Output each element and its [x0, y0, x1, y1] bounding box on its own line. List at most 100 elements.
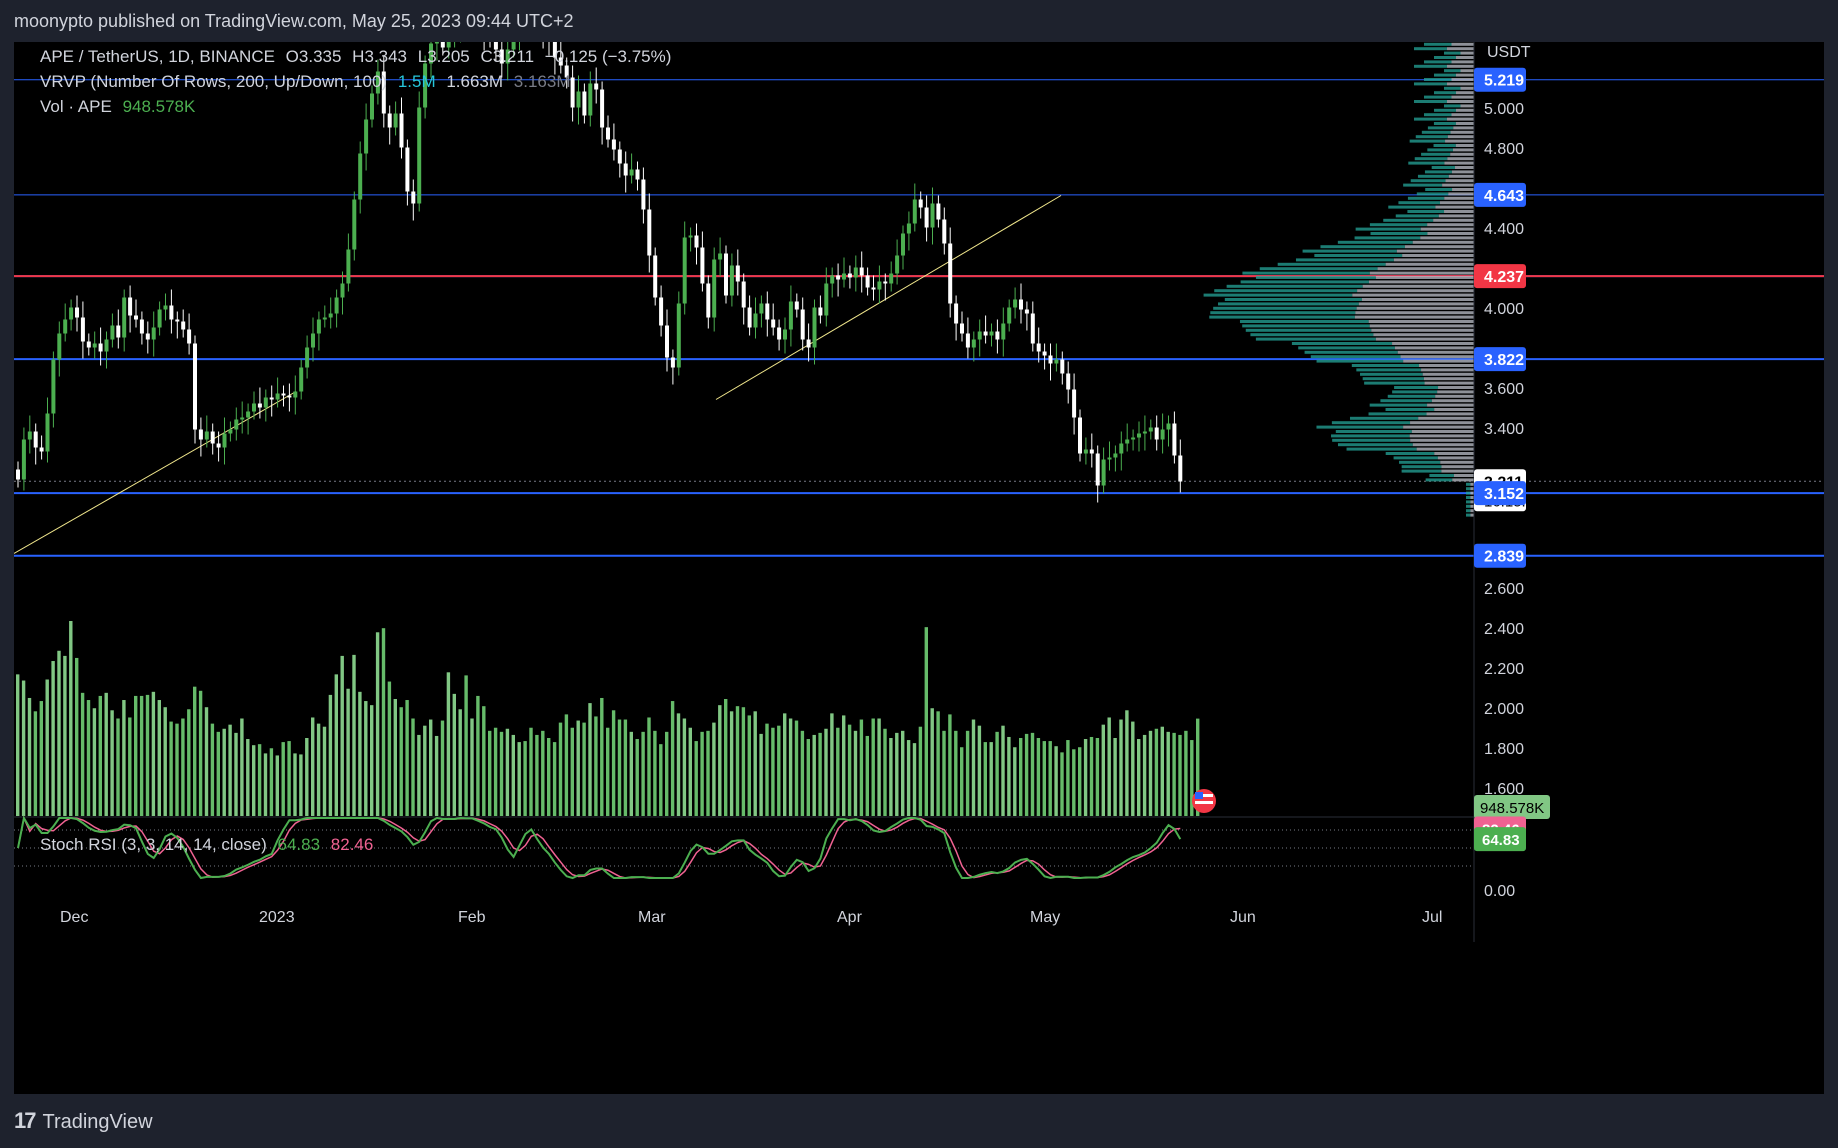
- legend-vol[interactable]: Vol · APE: [40, 97, 112, 116]
- volume-profile-bar-up: [1410, 179, 1446, 183]
- volume-bar: [75, 657, 79, 816]
- volume-bar: [1007, 736, 1011, 816]
- volume-profile-bar-down: [1424, 381, 1474, 385]
- volume-profile-bar-up: [1316, 359, 1404, 363]
- tradingview-logo[interactable]: 17 TradingView: [14, 1108, 153, 1134]
- candle-down: [741, 281, 746, 308]
- legend-low: L3.205: [417, 47, 470, 66]
- volume-bar: [257, 744, 262, 816]
- legend-vrvp[interactable]: VRVP (Number Of Rows, 200, Up/Down, 100): [40, 72, 388, 91]
- candle-down: [818, 307, 823, 316]
- tradingview-logo-icon: 17: [14, 1108, 37, 1133]
- candle-up: [989, 331, 994, 336]
- legend-symbol[interactable]: APE / TetherUS, 1D, BINANCE: [40, 47, 275, 66]
- candle-up: [45, 413, 50, 452]
- volume-profile-bar-down: [1396, 249, 1474, 253]
- candle-down: [765, 303, 770, 320]
- volume-bar: [98, 695, 102, 816]
- volume-bar: [1048, 741, 1052, 816]
- volume-bar: [759, 733, 763, 816]
- volume-profile-bar-down: [1397, 350, 1474, 354]
- volume-profile-bar-down: [1371, 328, 1474, 332]
- volume-profile-bar-up: [1385, 408, 1435, 411]
- flag-stripe: [1195, 794, 1213, 797]
- volume-bar: [930, 708, 934, 816]
- volume-profile-bar-down: [1456, 56, 1474, 59]
- volume-profile-bar-down: [1412, 240, 1474, 244]
- currency-label: USDT: [1487, 44, 1531, 61]
- candle-down: [139, 319, 144, 334]
- volume-profile-bar-up: [1370, 232, 1428, 235]
- volume-bar: [995, 731, 999, 816]
- volume-bar: [169, 721, 173, 816]
- volume-bar: [393, 699, 397, 816]
- volume-profile-bar-up: [1316, 425, 1404, 429]
- volume-profile-bar-up: [1218, 302, 1359, 306]
- volume-bar: [1154, 728, 1159, 816]
- chart-area[interactable]: 5.000 4.800 4.400 4.000 3.600 3.400 2.600 2.400…: [14, 42, 1824, 1094]
- candle-down: [924, 207, 929, 228]
- candle-up: [788, 301, 793, 330]
- volume-profile-bar-up: [1421, 152, 1451, 156]
- candle-down: [859, 267, 864, 276]
- volume-profile-bar-down: [1460, 51, 1474, 55]
- chart-svg[interactable]: 5.000 4.800 4.400 4.000 3.600 3.400 2.600 2.400…: [14, 42, 1824, 1094]
- candle-down: [169, 305, 174, 320]
- candle-down: [1066, 373, 1071, 390]
- candle-up: [316, 319, 321, 334]
- volume-profile-bar-up: [1364, 381, 1425, 385]
- candles: [16, 42, 1183, 503]
- candle-up: [228, 429, 233, 434]
- volume-bar: [688, 727, 692, 816]
- volume-profile-bar-down: [1394, 346, 1474, 350]
- candle-down: [936, 203, 941, 220]
- stoch-value-label: 64.83: [1474, 827, 1526, 852]
- volume-profile-bar-down: [1447, 82, 1474, 86]
- volume-profile-bar-down: [1447, 117, 1474, 121]
- volume-profile-bar-up: [1427, 148, 1454, 152]
- candle-down: [1048, 355, 1053, 364]
- volume-bar: [204, 707, 209, 816]
- volume-bar: [187, 709, 191, 816]
- volume-bar: [906, 740, 911, 816]
- volume-bar: [1054, 746, 1058, 816]
- volume-profile-bar-up: [1414, 82, 1447, 86]
- candle-down: [582, 91, 587, 116]
- volume-profile-bar-down: [1451, 170, 1474, 174]
- candle-up: [334, 297, 339, 314]
- price-label: 5.219: [1474, 67, 1526, 92]
- volume-bar: [446, 672, 451, 816]
- candle-up: [971, 339, 976, 348]
- candle-down: [965, 333, 970, 348]
- volume-bar: [476, 695, 480, 816]
- volume-bar: [193, 686, 197, 816]
- volume-profile-bar-down: [1355, 311, 1474, 315]
- candle-down: [440, 42, 445, 48]
- candle-up: [629, 169, 634, 176]
- volume-bar: [80, 692, 85, 816]
- volume-bar: [246, 739, 250, 816]
- legend-vrvp-row: VRVP (Number Of Rows, 200, Up/Down, 100)…: [40, 72, 576, 92]
- volume-profile-bar-down: [1420, 227, 1474, 231]
- candle-up: [1148, 427, 1153, 432]
- volume-profile-bar-down: [1450, 152, 1474, 156]
- volume-profile-bar-down: [1368, 280, 1474, 284]
- volume-profile-bar-down: [1445, 139, 1474, 143]
- stoch-k-line: [17, 815, 1182, 880]
- candle-down: [145, 333, 150, 340]
- legend-stoch[interactable]: Stoch RSI (3, 3, 14, 14, close): [40, 835, 267, 854]
- candle-down: [175, 319, 180, 322]
- stoch-rsi-pane: [14, 815, 1474, 880]
- candle-up: [234, 419, 239, 430]
- volume-bar: [936, 711, 940, 816]
- candle-down: [381, 71, 386, 114]
- volume-profile-bar-down: [1445, 179, 1474, 183]
- price-label-box: [1474, 264, 1526, 289]
- volume-bar: [145, 694, 150, 816]
- volume-profile-bar-up: [1415, 135, 1448, 139]
- volume-profile-bar-up: [1351, 364, 1420, 367]
- volume-bar: [311, 717, 315, 816]
- candle-down: [116, 325, 121, 338]
- candle-up: [21, 439, 26, 480]
- volume-profile-bar-down: [1456, 73, 1474, 77]
